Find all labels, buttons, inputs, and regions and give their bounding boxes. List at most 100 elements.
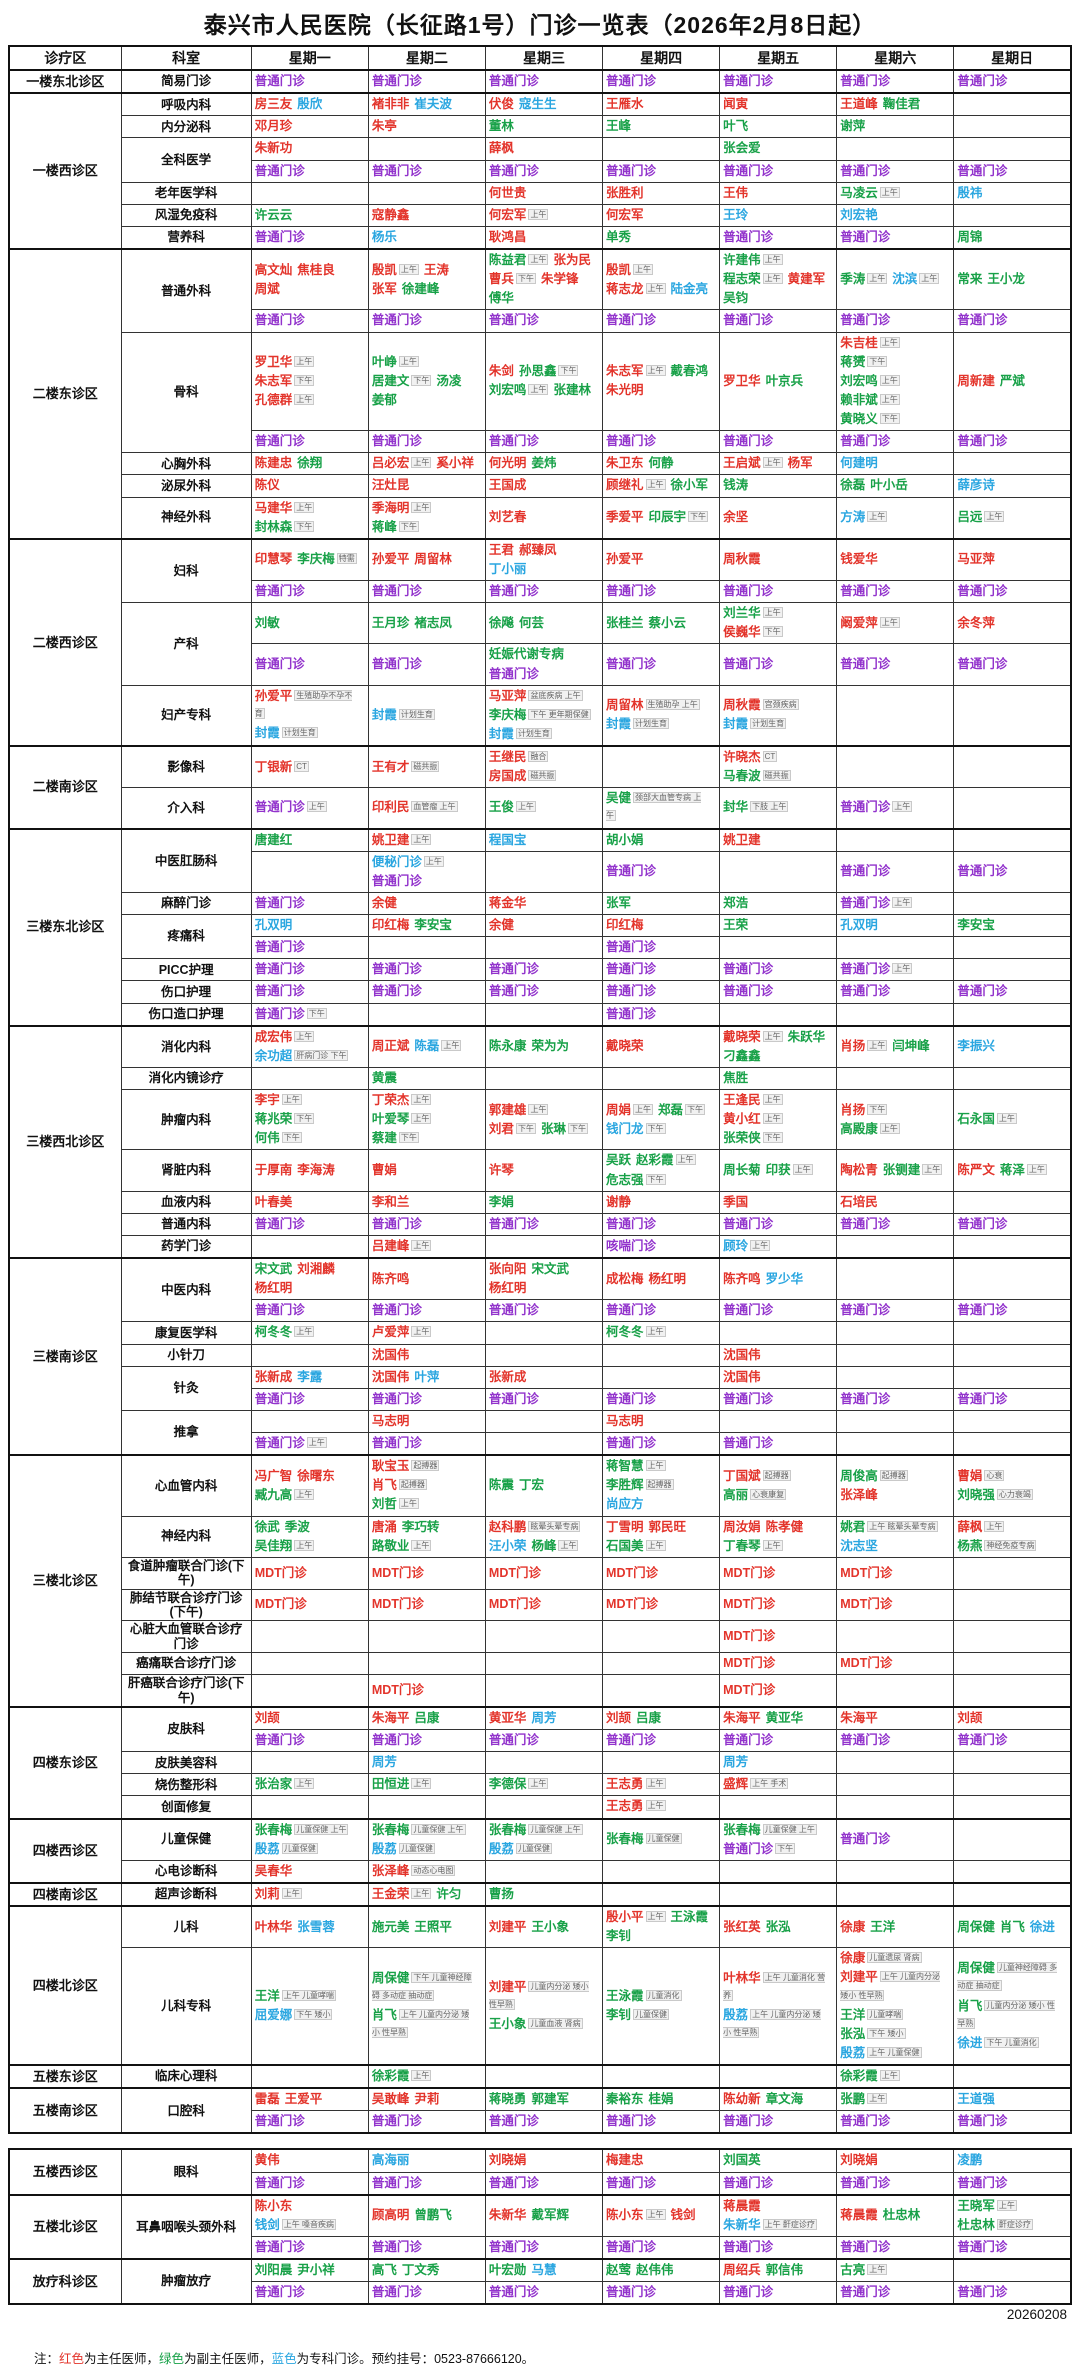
schedule-cell: [602, 1674, 721, 1708]
doctor-name: 孔德群 上午: [254, 392, 315, 407]
table-row: 全科医学 朱新功 薛枫 张会爱: [9, 137, 1072, 183]
doctor-name: 吕康: [414, 1710, 440, 1725]
doctor-name: 戴春鸿: [670, 364, 709, 379]
general-clinic-label: 普通门诊: [254, 962, 305, 977]
schedule-cell: 刘莉 上午: [250, 1881, 369, 1907]
schedule-cell: [953, 1234, 1072, 1259]
mdt-label: MDT门诊: [488, 1597, 541, 1612]
doctor-name: 刘阳晨: [254, 2263, 293, 2277]
schedule-cell: 周保健 肖飞 徐进: [953, 1905, 1072, 1949]
doctor-name: 曹扬: [488, 1886, 514, 1901]
doctor-name: 王洋 上午 儿童哮喘: [254, 1989, 336, 2003]
schedule-cell: 普通门诊: [602, 1212, 721, 1236]
session-tag: 上午: [762, 1094, 783, 1105]
doctor-name: 马建华 上午: [254, 500, 315, 515]
doctor-name: 朱海平: [371, 1710, 410, 1725]
doctor-name: 王荣: [723, 918, 749, 932]
schedule-cell: 宋文武 刘湘麟杨红明: [250, 1257, 369, 1301]
schedule-cell: 普通门诊: [250, 1728, 369, 1753]
table-row: 皮肤美容科 周芳 周芳: [9, 1751, 1072, 1775]
doctor-name: 胡小娟: [606, 832, 644, 847]
schedule-cell: 季涛 上午 沈滨 上午: [836, 248, 955, 311]
schedule-cell: [836, 1365, 955, 1389]
schedule-cell: [836, 1674, 955, 1708]
doctor-name: 王峰: [606, 119, 632, 134]
session-tag: 上午: [892, 896, 913, 908]
doctor-name: 黄伟: [254, 2153, 280, 2168]
schedule-cell: [953, 92, 1072, 117]
schedule-cell: 殷小平 上午 王泳霞李钊: [602, 1905, 721, 1949]
doctor-name: 姚君 上午 眩晕头晕专病: [840, 1519, 938, 1534]
general-clinic-label: 普通门诊: [371, 656, 422, 671]
schedule-cell: 李宇 上午蒋兆荣 下午何伟 下午: [250, 1088, 369, 1151]
schedule-cell: 吕必宏 上午 奚小祥: [367, 452, 486, 476]
department-label: 内分泌科: [120, 115, 252, 139]
schedule-cell: [953, 1859, 1072, 1884]
schedule-cell: 普通门诊 上午: [836, 891, 955, 916]
schedule-cell: [484, 1651, 604, 1676]
doctor-name: 陈严文: [957, 1162, 995, 1177]
doctor-name: 孔双明: [840, 918, 878, 932]
doctor-name: 印辰宇 下午: [648, 510, 709, 525]
department-label: 儿科专科: [120, 1947, 252, 2066]
schedule-cell: 普通门诊: [719, 159, 838, 183]
table-row: 小针刀 沈国伟 沈国伟: [9, 1343, 1072, 1367]
department-label: 妇产专科: [120, 684, 252, 747]
schedule-cell: 王月珍 褚志凤: [367, 602, 486, 645]
session-tag: 下午: [294, 374, 315, 386]
doctor-name: 陈小东: [254, 2198, 293, 2213]
schedule-cell: 蒋晨霞 杜忠林: [836, 2193, 955, 2237]
schedule-cell: 沈国伟: [367, 1343, 486, 1367]
doctor-name: 蔡小云: [648, 615, 687, 630]
doctor-name: 王泳霞 儿童消化: [606, 1989, 682, 2003]
schedule-cell: 普通门诊: [602, 980, 721, 1004]
general-clinic-label: 普通门诊: [723, 313, 774, 328]
doctor-name: 季爱平: [606, 510, 644, 525]
doctor-name: 王志勇 上午: [606, 1777, 666, 1792]
schedule-cell: 薛枫: [484, 137, 604, 161]
doctor-name: 钱剑: [670, 2208, 696, 2223]
doctor-name: 殷欣: [297, 97, 323, 112]
schedule-cell: [250, 850, 369, 893]
doctor-name: 朱卫东: [606, 456, 644, 471]
column-header-day: 星期四: [602, 45, 721, 71]
schedule-cell: 朱海平: [836, 1705, 955, 1730]
general-clinic-label: 普通门诊: [371, 2285, 422, 2300]
doctor-name: 王君: [488, 542, 514, 557]
schedule-cell: [953, 1795, 1072, 1819]
department-label: 超声诊断科: [120, 1881, 252, 1907]
doctor-name: 徐康 儿童遗尿 肾病: [840, 1951, 922, 1966]
table-row: 康复医学科 柯冬冬 上午 卢爱萍 上午 柯冬冬 上午: [9, 1321, 1072, 1345]
general-clinic-label: 普通门诊: [254, 1391, 305, 1406]
zone-label: 三楼东北诊区: [8, 827, 122, 1027]
session-tag: 起搏器: [411, 1460, 440, 1472]
schedule-cell: [250, 1795, 369, 1819]
doctor-name: 陈益君 上午: [488, 253, 549, 267]
schedule-cell: 黄亚华 周芳: [484, 1705, 604, 1730]
mdt-label: MDT门诊: [723, 1565, 776, 1580]
doctor-name: 房国成 磁共振: [488, 769, 557, 784]
schedule-cell: [367, 1620, 486, 1653]
schedule-cell: 朱新华 戴军辉: [484, 2193, 604, 2237]
general-clinic-label: 普通门诊: [840, 434, 891, 449]
schedule-cell: 普通门诊: [250, 980, 369, 1004]
schedule-cell: [602, 2063, 721, 2089]
general-clinic-label: 普通门诊: [957, 1391, 1008, 1406]
doctor-name: 蒋晨霞: [840, 2208, 878, 2223]
schedule-cell: [953, 1651, 1072, 1676]
session-tag: 上午: [411, 2070, 432, 2081]
mdt-label: MDT门诊: [840, 1597, 893, 1612]
schedule-cell: 梅建忠: [602, 2148, 721, 2173]
general-clinic-label: 普通门诊: [840, 864, 891, 879]
schedule-cell: 刘兰华 上午侯巍华 下午: [719, 602, 838, 645]
schedule-cell: 张胜利: [602, 181, 721, 205]
mdt-label: MDT门诊: [723, 1629, 776, 1644]
general-clinic-label: 普通门诊: [371, 434, 422, 449]
schedule-cell: [953, 1365, 1072, 1389]
session-tag: 上午 鼾症诊疗: [762, 2218, 817, 2230]
schedule-cell: 余健: [484, 913, 604, 938]
doctor-name: 封霞 计划生育: [606, 717, 670, 732]
general-clinic-label: 普通门诊 上午: [840, 800, 913, 815]
doctor-name: 单秀: [606, 229, 632, 244]
doctor-name: 刘哲 上午: [371, 1497, 419, 1512]
